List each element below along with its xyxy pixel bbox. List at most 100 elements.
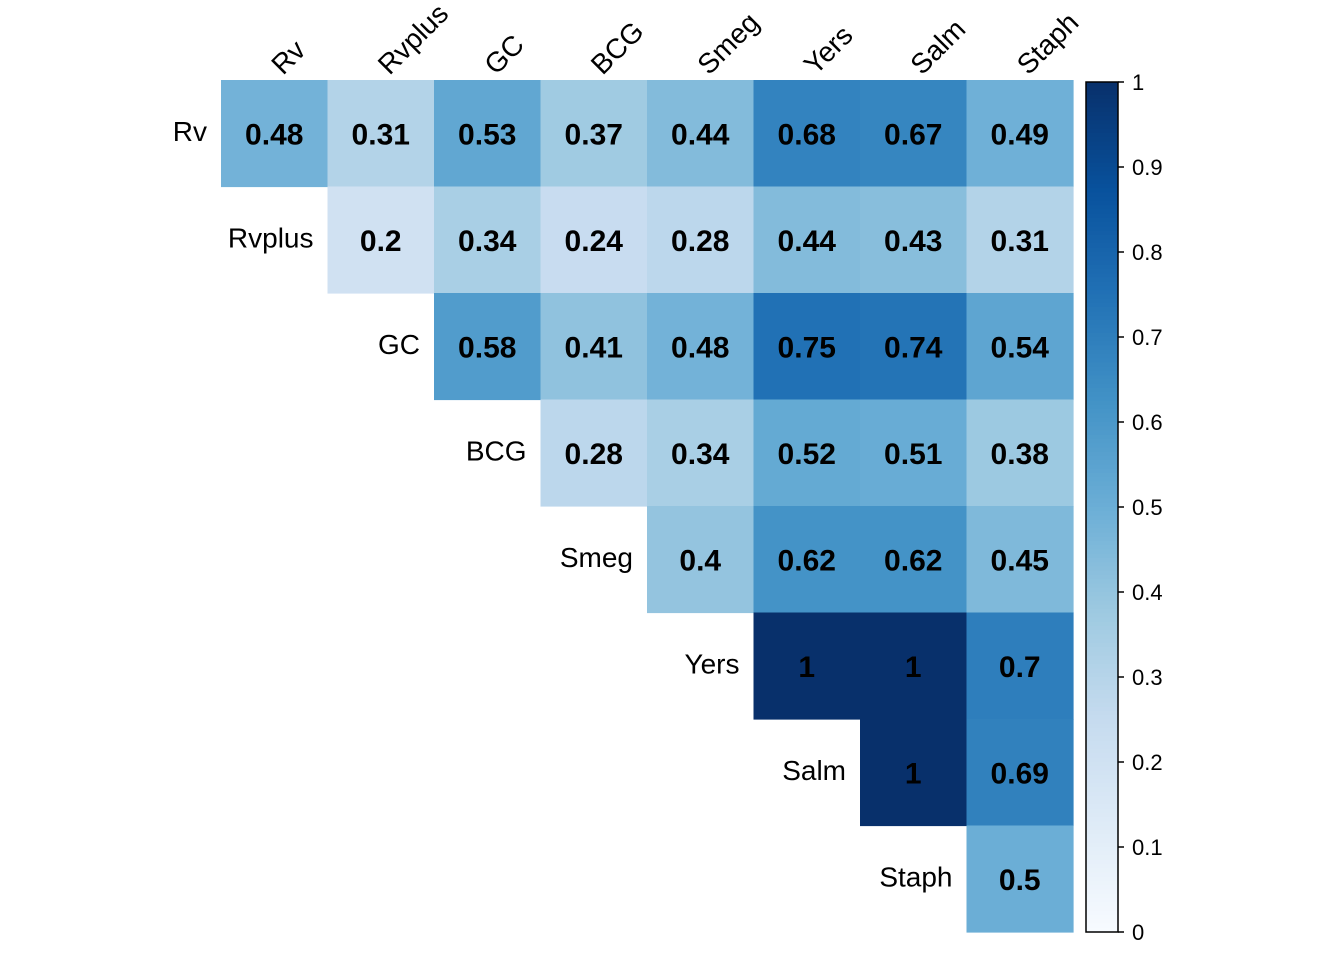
heatmap-cell-rv-staph <box>966 80 1074 188</box>
legend-strip <box>1086 677 1118 682</box>
legend-strip <box>1086 872 1118 878</box>
legend-strip <box>1086 328 1118 334</box>
legend-strip <box>1086 643 1118 648</box>
legend-strip <box>1086 188 1118 193</box>
heatmap-cell-gc-salm <box>860 293 968 401</box>
legend-tick-label: 1 <box>1132 70 1144 95</box>
legend-strip <box>1086 315 1118 321</box>
heatmap-cell-rv-rv <box>221 80 329 188</box>
heatmap-cell-gc-bcg <box>540 293 648 401</box>
legend-strip <box>1086 184 1118 189</box>
legend-strip <box>1086 379 1118 385</box>
legend-strip <box>1086 175 1118 181</box>
legend-strip <box>1086 821 1118 827</box>
legend-strip <box>1086 545 1118 550</box>
legend-strip <box>1086 456 1118 461</box>
legend-strip <box>1086 825 1118 831</box>
legend-strip <box>1086 290 1118 295</box>
legend-strip <box>1086 698 1118 703</box>
cell-value-gc-yers: 0.75 <box>778 331 836 364</box>
cell-value-yers-salm: 1 <box>905 651 922 684</box>
legend-strip <box>1086 320 1118 325</box>
legend-strip <box>1086 141 1118 147</box>
legend-strip <box>1086 409 1118 414</box>
legend-strip <box>1086 855 1118 861</box>
legend-strip <box>1086 745 1118 750</box>
legend-strip <box>1086 711 1118 716</box>
legend-strip <box>1086 269 1118 274</box>
legend-strip <box>1086 566 1118 572</box>
legend-strip <box>1086 562 1118 567</box>
legend-strip <box>1086 494 1118 499</box>
legend-strip <box>1086 541 1118 546</box>
legend-strip <box>1086 349 1118 355</box>
legend-strip <box>1086 668 1118 674</box>
legend-strip <box>1086 638 1118 644</box>
legend-strip <box>1086 145 1118 151</box>
legend-strip <box>1086 859 1118 865</box>
cell-value-staph-staph: 0.5 <box>999 864 1041 897</box>
cell-value-rvplus-staph: 0.31 <box>991 225 1049 258</box>
heatmap-cell-rvplus-bcg <box>540 186 648 294</box>
legend-strip <box>1086 99 1118 104</box>
col-label-gc: GC <box>478 29 530 81</box>
legend-strip <box>1086 337 1118 342</box>
legend-strip <box>1086 213 1118 219</box>
legend-strip <box>1086 358 1118 363</box>
cell-value-bcg-bcg: 0.28 <box>565 438 623 471</box>
cell-value-yers-staph: 0.7 <box>999 651 1041 684</box>
legend-strip <box>1086 923 1118 929</box>
heatmap-cell-rv-bcg <box>540 80 648 188</box>
legend-strip <box>1086 116 1118 121</box>
heatmap-cell-rvplus-rvplus <box>327 186 435 294</box>
legend-tick-label: 0.6 <box>1132 410 1163 435</box>
legend-tick-label: 0.4 <box>1132 580 1163 605</box>
legend-strip <box>1086 787 1118 793</box>
legend-strip <box>1086 842 1118 848</box>
legend-strip <box>1086 281 1118 287</box>
cell-value-smeg-salm: 0.62 <box>884 544 942 577</box>
row-label-rv: Rv <box>173 116 207 147</box>
legend-strip <box>1086 128 1118 134</box>
cell-value-rv-bcg: 0.37 <box>565 118 623 151</box>
legend-strip <box>1086 702 1118 708</box>
legend-strip <box>1086 256 1118 261</box>
legend-strip <box>1086 579 1118 584</box>
row-label-staph: Staph <box>879 862 952 893</box>
row-label-rvplus: Rvplus <box>228 223 314 254</box>
legend-strip <box>1086 247 1118 253</box>
legend-strip <box>1086 626 1118 631</box>
cell-value-gc-salm: 0.74 <box>884 331 943 364</box>
legend-strip <box>1086 179 1118 185</box>
legend-strip <box>1086 592 1118 597</box>
col-label-rvplus: Rvplus <box>372 0 454 80</box>
legend-strip <box>1086 791 1118 797</box>
legend-strip <box>1086 519 1118 525</box>
legend-strip <box>1086 681 1118 686</box>
legend-strip <box>1086 481 1118 487</box>
legend-strip <box>1086 893 1118 899</box>
legend-strip <box>1086 706 1118 712</box>
heatmap-cell-bcg-yers <box>753 399 861 507</box>
legend-strip <box>1086 82 1118 87</box>
legend-strip <box>1086 672 1118 678</box>
legend-strip <box>1086 528 1118 533</box>
legend-strip <box>1086 575 1118 580</box>
legend-strip <box>1086 447 1118 453</box>
cell-value-rv-smeg: 0.44 <box>671 118 730 151</box>
legend-strip <box>1086 252 1118 257</box>
legend-strip <box>1086 927 1118 933</box>
cell-value-yers-yers: 1 <box>798 651 815 684</box>
legend-strip <box>1086 906 1118 912</box>
legend-strip <box>1086 273 1118 278</box>
legend-strip <box>1086 600 1118 606</box>
col-label-bcg: BCG <box>585 15 650 80</box>
legend-strip <box>1086 294 1118 300</box>
legend-strip <box>1086 596 1118 601</box>
legend-strip <box>1086 417 1118 423</box>
legend-strip <box>1086 413 1118 419</box>
legend-strip <box>1086 770 1118 776</box>
cell-value-gc-gc: 0.58 <box>458 331 516 364</box>
legend-strip <box>1086 473 1118 478</box>
legend-strip <box>1086 303 1118 308</box>
